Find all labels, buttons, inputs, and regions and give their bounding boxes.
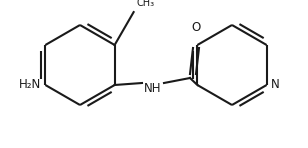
Text: N: N — [271, 78, 279, 91]
Text: CH₃: CH₃ — [137, 0, 155, 8]
Text: NH: NH — [144, 82, 162, 95]
Text: O: O — [191, 21, 201, 34]
Text: H₂N: H₂N — [19, 78, 41, 91]
